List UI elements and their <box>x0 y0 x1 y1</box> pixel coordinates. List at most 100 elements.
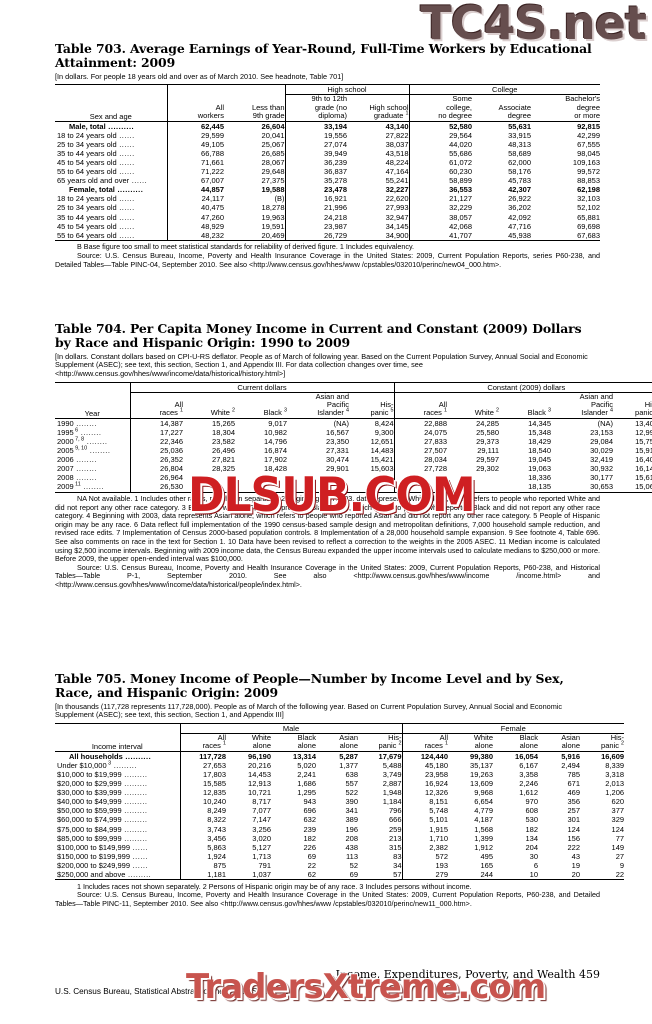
data-cell <box>235 482 287 493</box>
data-cell: 34,900 <box>347 230 410 241</box>
data-cell: 1,710 <box>401 833 448 843</box>
data-cell: 495 <box>480 851 493 861</box>
data-cell: 124 <box>611 824 625 834</box>
row-label: 18 to 24 years old ...... <box>57 194 135 204</box>
data-cell: 30,932 <box>590 464 614 474</box>
data-cell: 1,568 <box>474 824 493 834</box>
data-cell: 22 <box>307 860 316 870</box>
data-cell: 17,902 <box>264 455 287 465</box>
data-cell: 208 <box>345 833 358 843</box>
data-cell: 43 <box>571 851 580 861</box>
table-row: $75,000 to $84,999 ......... 3,743 3,256 23… <box>55 824 625 834</box>
data-cell: 875 <box>179 860 226 871</box>
data-cell: 26,496 <box>212 446 235 456</box>
data-cell: 61,072 <box>408 158 473 168</box>
table-row: 35 to 44 years old ...... 66,788 26,685 39,… <box>55 148 601 158</box>
table-row: Under $10,000 3 ......... 27,653 20,216 5,0… <box>55 761 624 770</box>
data-cell: 55,241 <box>385 176 409 186</box>
table-row: $30,000 to $39,999 ......... 12,835 10,721… <box>55 788 625 798</box>
data-cell: 67,555 <box>577 139 601 149</box>
data-cell: 438 <box>345 842 358 852</box>
data-cell: 35,278 <box>284 176 347 186</box>
row-label: 65 years old and over ...... <box>57 176 148 186</box>
row-label: 2000 7, 8 ........ <box>57 436 108 446</box>
data-cell: 666 <box>388 815 402 825</box>
table-704-block: Table 704. Per Capita Money Income in Cu… <box>55 321 652 590</box>
table-row: $200,000 to $249,999 ...... 875 791 22 52 34 1… <box>55 860 624 871</box>
table-row: 35 to 44 years old ...... 47,260 19,963 24,… <box>55 212 600 222</box>
data-cell: 15,913 <box>635 446 652 456</box>
table-row: $150,000 to $199,999 ...... 1,924 1,713 69 1… <box>55 851 624 861</box>
data-cell: 165 <box>480 860 493 870</box>
group-header-high-school: High school <box>284 84 410 96</box>
table-row: Female, total .......... 44,857 19,588 23,4… <box>55 185 600 195</box>
data-cell: 19,588 <box>261 185 285 195</box>
col-female-white: White alone <box>448 733 493 752</box>
data-cell: 32,947 <box>385 212 409 222</box>
data-cell: 52,580 <box>408 121 473 131</box>
data-cell: 67,007 <box>166 176 224 186</box>
data-cell: 34 <box>393 860 402 870</box>
table-705-footnote-block: 1 Includes races not shown separately. 2… <box>55 882 600 909</box>
data-cell: 42,068 <box>408 221 473 231</box>
data-cell: 3,256 <box>252 824 271 834</box>
row-label: 35 to 44 years old ...... <box>57 148 135 158</box>
data-cell: 1,206 <box>605 788 625 798</box>
data-cell: 69,698 <box>577 221 601 231</box>
table-row: $20,000 to $29,999 ......... 15,585 12,913… <box>55 779 624 789</box>
data-cell: 6,167 <box>519 760 538 770</box>
table-704: Current dollars Constant (2009) dollars … <box>55 381 652 493</box>
data-cell: 1,713 <box>252 851 271 861</box>
data-cell: 45,180 <box>401 760 448 770</box>
data-cell: 12,326 <box>401 788 448 798</box>
data-cell: 98,045 <box>577 148 601 158</box>
table-705-group-header-row: Male Female <box>55 723 625 734</box>
data-cell: 23,582 <box>212 437 235 446</box>
row-label: $150,000 to $199,999 ...... <box>57 851 149 861</box>
data-cell: 29,648 <box>261 167 285 177</box>
table-705-headnote: [In thousands (117,728 represents 117,72… <box>55 701 563 720</box>
data-cell: 620 <box>611 797 625 807</box>
data-cell: 785 <box>567 770 580 779</box>
data-cell: 17,679 <box>378 751 402 761</box>
col-female-all-races: All races 1 <box>401 733 448 752</box>
data-cell: 17,803 <box>179 770 226 780</box>
data-cell: 638 <box>345 770 358 779</box>
data-cell: 1,181 <box>179 870 226 881</box>
data-cell: 32,229 <box>408 203 473 213</box>
table-703-block: Table 703. Average Earnings of Year-Roun… <box>55 41 601 269</box>
data-cell: 27,993 <box>385 203 409 213</box>
data-cell: 29,901 <box>326 464 349 474</box>
data-cell: 4,779 <box>474 806 493 816</box>
data-cell: 36,553 <box>408 185 473 195</box>
data-cell: 469 <box>567 788 580 798</box>
row-label: $200,000 to $249,999 ...... <box>57 860 149 870</box>
table-705: Male Female Income interval All races 1 W… <box>55 723 625 881</box>
data-cell: 34,145 <box>385 221 409 231</box>
row-label: $50,000 to $59,999 ......... <box>57 806 148 816</box>
data-cell: 30,653 <box>551 482 614 493</box>
data-cell: 23,478 <box>284 185 347 195</box>
data-cell: 60,230 <box>408 167 473 177</box>
data-cell: 92,815 <box>577 121 601 131</box>
data-cell: 29,111 <box>477 446 500 456</box>
data-cell: 69 <box>307 851 316 861</box>
col-bachelors: Bachelor's degree or more <box>531 95 601 122</box>
table-row: Male, total .......... 62,445 26,604 33,194… <box>55 121 600 131</box>
data-cell: 7,147 <box>252 815 271 825</box>
row-label: $250,000 and above ......... <box>55 870 180 881</box>
data-cell: 315 <box>388 842 402 852</box>
data-cell: (NA) <box>597 418 614 428</box>
data-cell: 671 <box>567 779 580 789</box>
col-less-than-9th: Less than 9th grade <box>224 94 285 122</box>
data-cell: 45,938 <box>472 230 532 241</box>
table-row: 65 years old and over ...... 67,007 27,375… <box>55 176 600 186</box>
col-hs-graduate: High school graduate 1 <box>347 94 410 122</box>
data-cell: 1,924 <box>179 851 226 861</box>
data-cell <box>183 482 235 493</box>
row-label: 1990 ........ <box>57 418 97 428</box>
data-cell: 29,597 <box>476 455 500 465</box>
data-cell: 15,603 <box>370 464 394 474</box>
data-cell: 48,224 <box>385 158 409 167</box>
data-cell: 20,041 <box>261 130 285 140</box>
